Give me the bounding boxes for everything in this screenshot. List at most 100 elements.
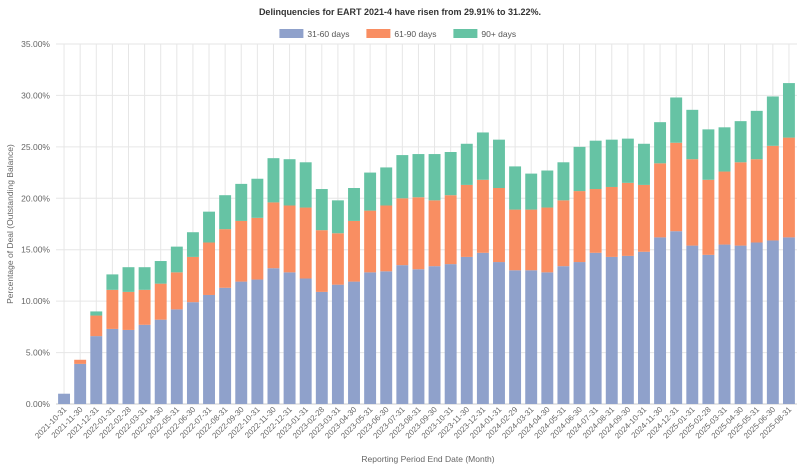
legend-swatch xyxy=(279,29,304,38)
bar-segment-90-days xyxy=(138,267,151,290)
bar-segment-31-60-days xyxy=(460,256,473,404)
bar-segment-31-60-days xyxy=(702,254,715,404)
bar-segment-61-90-days xyxy=(299,207,312,279)
bar-segment-31-60-days xyxy=(621,255,634,404)
bar-segment-61-90-days xyxy=(219,229,232,288)
bar-segment-90-days xyxy=(380,167,393,206)
bar-segment-61-90-days xyxy=(460,184,473,257)
bar-segment-90-days xyxy=(654,122,667,164)
bar-segment-90-days xyxy=(670,97,683,143)
bar-segment-90-days xyxy=(267,158,280,203)
x-axis-label: Reporting Period End Date (Month) xyxy=(361,454,494,464)
bar-segment-90-days xyxy=(509,166,522,210)
bar-segment-31-60-days xyxy=(90,336,103,404)
bar-segment-61-90-days xyxy=(90,315,103,337)
bar-segment-61-90-days xyxy=(766,145,779,241)
y-tick-label: 30.00% xyxy=(21,90,50,100)
bar-segment-61-90-days xyxy=(589,189,602,253)
bar-segment-31-60-days xyxy=(283,272,296,404)
bar-segment-31-60-days xyxy=(412,269,425,404)
x-axis-ticks: 2021-10-312021-11-302021-12-312022-01-31… xyxy=(33,405,794,441)
bar-segment-90-days xyxy=(766,96,779,146)
bar-segment-61-90-days xyxy=(74,359,87,364)
bar-segment-31-60-days xyxy=(718,244,731,404)
bar-segment-31-60-days xyxy=(654,237,667,404)
bar-segment-31-60-days xyxy=(750,242,763,404)
bar-segment-61-90-days xyxy=(509,209,522,271)
bar-segment-61-90-days xyxy=(444,195,457,265)
bar-segment-90-days xyxy=(331,200,344,234)
bar-segment-31-60-days xyxy=(331,284,344,404)
bar-segment-31-60-days xyxy=(525,270,538,404)
bar-segment-90-days xyxy=(186,232,199,257)
bar-segment-90-days xyxy=(573,146,586,192)
y-tick-label: 0.00% xyxy=(26,399,51,409)
bar-segment-90-days xyxy=(364,172,377,211)
bar-segment-90-days xyxy=(525,173,538,210)
bar-segment-31-60-days xyxy=(396,265,409,404)
bar-segment-61-90-days xyxy=(380,205,393,272)
bar-segment-61-90-days xyxy=(750,159,763,243)
bar-segment-61-90-days xyxy=(315,230,328,292)
y-tick-label: 15.00% xyxy=(21,245,50,255)
bar-segment-61-90-days xyxy=(782,137,795,238)
bar-segment-61-90-days xyxy=(525,209,538,271)
bar-segment-90-days xyxy=(122,267,135,292)
bar-segment-90-days xyxy=(396,155,409,199)
bar-segment-61-90-days xyxy=(493,188,505,263)
bar-segment-61-90-days xyxy=(348,220,360,282)
bar-segment-31-60-days xyxy=(670,231,683,404)
bar-segment-90-days xyxy=(702,129,715,180)
bar-segment-61-90-days xyxy=(251,217,264,280)
bar-segment-90-days xyxy=(283,159,296,206)
bar-segment-31-60-days xyxy=(364,272,377,404)
bar-segment-31-60-days xyxy=(782,237,795,404)
bar-segment-61-90-days xyxy=(267,202,280,269)
bar-segment-31-60-days xyxy=(493,262,505,404)
bar-segment-61-90-days xyxy=(106,289,119,329)
legend-label: 61-90 days xyxy=(394,29,436,39)
bar-segment-31-60-days xyxy=(444,264,457,404)
bar-segment-90-days xyxy=(203,211,215,243)
bar-segment-90-days xyxy=(621,138,634,183)
bar-segment-90-days xyxy=(460,143,473,185)
bar-segment-90-days xyxy=(106,274,119,290)
bar-segment-61-90-days xyxy=(718,171,731,245)
bar-segment-61-90-days xyxy=(541,207,554,273)
bar-segment-31-60-days xyxy=(557,266,570,404)
y-axis-label: Percentage of Deal (Outstanding Balance) xyxy=(5,144,15,304)
bar-segment-90-days xyxy=(686,109,699,160)
bar-segment-61-90-days xyxy=(670,142,683,232)
bars xyxy=(58,83,795,404)
y-gridlines xyxy=(56,43,797,405)
bar-segment-90-days xyxy=(557,162,570,201)
bar-segment-90-days xyxy=(251,178,264,218)
bar-segment-90-days xyxy=(589,140,602,190)
legend-label: 31-60 days xyxy=(307,29,349,39)
y-tick-label: 35.00% xyxy=(21,39,50,49)
bar-segment-90-days xyxy=(541,170,554,208)
legend-swatch xyxy=(366,29,391,38)
bar-segment-31-60-days xyxy=(138,324,151,404)
bar-segment-61-90-days xyxy=(702,179,715,255)
bar-segment-90-days xyxy=(90,311,103,316)
legend: 31-60 days 61-90 days 90+ days xyxy=(279,29,516,39)
bar-segment-31-60-days xyxy=(267,268,280,404)
chart-title: Delinquencies for EART 2021-4 have risen… xyxy=(259,7,541,17)
bar-segment-31-60-days xyxy=(122,329,135,404)
bar-segment-61-90-days xyxy=(412,197,425,270)
bar-segment-31-60-days xyxy=(299,278,312,404)
bar-segment-90-days xyxy=(235,183,248,221)
bar-segment-90-days xyxy=(348,188,360,221)
bar-segment-90-days xyxy=(750,110,763,160)
y-tick-label: 20.00% xyxy=(21,193,50,203)
bar-segment-61-90-days xyxy=(364,210,377,273)
bar-segment-31-60-days xyxy=(219,287,232,404)
bar-segment-31-60-days xyxy=(380,271,393,404)
bar-segment-61-90-days xyxy=(654,163,667,238)
bar-segment-90-days xyxy=(154,261,167,284)
bar-segment-31-60-days xyxy=(686,245,699,404)
bar-segment-31-60-days xyxy=(315,291,328,404)
bar-segment-31-60-days xyxy=(170,309,183,404)
bar-segment-31-60-days xyxy=(203,294,215,404)
